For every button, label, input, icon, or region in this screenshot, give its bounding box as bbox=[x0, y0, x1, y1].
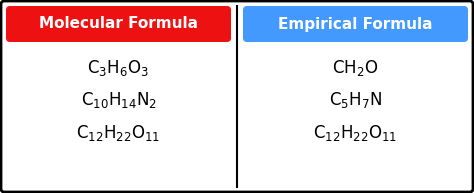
Text: $\mathregular{C_{12}H_{22}O_{11}}$: $\mathregular{C_{12}H_{22}O_{11}}$ bbox=[76, 123, 161, 143]
Text: $\mathregular{C_3H_6O_3}$: $\mathregular{C_3H_6O_3}$ bbox=[88, 58, 149, 78]
Text: Empirical Formula: Empirical Formula bbox=[278, 16, 433, 31]
Text: Molecular Formula: Molecular Formula bbox=[39, 16, 198, 31]
FancyBboxPatch shape bbox=[243, 6, 468, 42]
Text: $\mathregular{C_{12}H_{22}O_{11}}$: $\mathregular{C_{12}H_{22}O_{11}}$ bbox=[313, 123, 398, 143]
FancyBboxPatch shape bbox=[6, 6, 231, 42]
Text: $\mathregular{C_5H_7N}$: $\mathregular{C_5H_7N}$ bbox=[329, 90, 382, 110]
Text: $\mathregular{CH_2O}$: $\mathregular{CH_2O}$ bbox=[332, 58, 379, 78]
Text: $\mathregular{C_{10}H_{14}N_2}$: $\mathregular{C_{10}H_{14}N_2}$ bbox=[81, 90, 156, 110]
